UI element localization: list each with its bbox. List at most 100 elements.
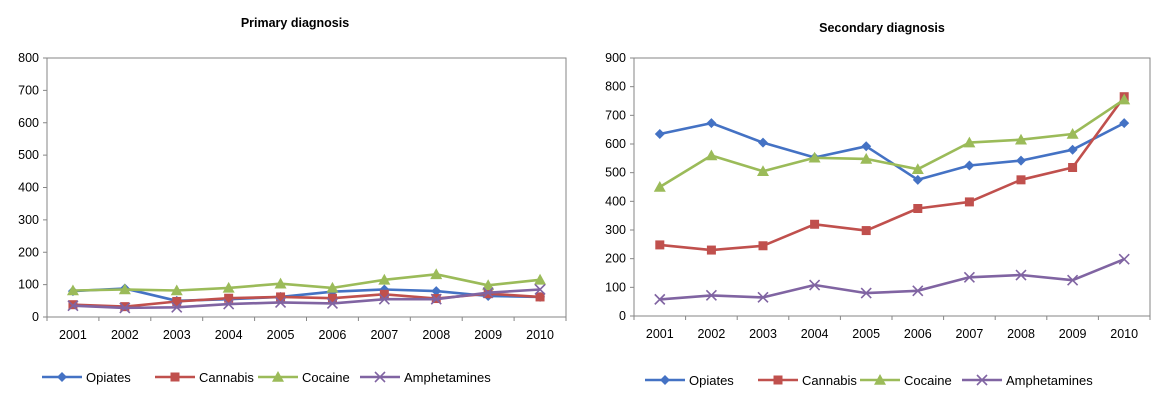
legend-marker xyxy=(874,374,886,385)
series-line xyxy=(72,287,541,303)
legend-marker xyxy=(660,375,670,385)
x-tick-label: 2006 xyxy=(319,328,347,342)
data-point xyxy=(963,271,975,283)
x-tick-label: 2010 xyxy=(1110,327,1138,341)
data-point xyxy=(66,284,79,296)
data-point xyxy=(67,300,79,312)
legend-label: Opiates xyxy=(86,370,131,385)
data-point xyxy=(1118,253,1130,265)
data-point xyxy=(705,289,717,301)
x-tick-label: 2003 xyxy=(749,327,777,341)
data-point xyxy=(912,285,924,297)
data-point xyxy=(706,118,717,129)
x-tick-label: 2001 xyxy=(59,328,87,342)
data-point xyxy=(535,292,545,302)
data-point xyxy=(757,165,769,177)
data-point xyxy=(327,293,337,303)
data-point xyxy=(860,287,872,299)
x-tick-label: 2009 xyxy=(474,328,502,342)
legend-marker xyxy=(773,375,783,385)
y-tick-label: 500 xyxy=(605,166,626,180)
data-point xyxy=(1016,175,1026,185)
x-tick-label: 2009 xyxy=(1059,327,1087,341)
legend-item-opiates: Opiates xyxy=(645,373,734,388)
legend-label: Cocaine xyxy=(904,373,952,388)
legend-item-amphetamines: Amphetamines xyxy=(360,370,491,385)
x-tick-label: 2005 xyxy=(267,328,295,342)
y-tick-label: 900 xyxy=(605,51,626,65)
data-point xyxy=(1067,274,1079,286)
x-tick-label: 2007 xyxy=(955,327,983,341)
data-point xyxy=(431,286,442,297)
data-point xyxy=(223,298,235,310)
x-tick-label: 2002 xyxy=(111,328,139,342)
y-tick-label: 600 xyxy=(605,137,626,151)
y-tick-label: 600 xyxy=(18,116,39,130)
data-point xyxy=(118,283,131,295)
x-tick-label: 2001 xyxy=(646,327,674,341)
plot-area xyxy=(633,57,1151,317)
data-point xyxy=(654,293,666,305)
series-line xyxy=(659,257,1125,301)
y-tick-label: 0 xyxy=(32,310,39,324)
x-tick-label: 2007 xyxy=(370,328,398,342)
x-tick-label: 2002 xyxy=(697,327,725,341)
data-point xyxy=(705,149,718,161)
legend-label: Cannabis xyxy=(802,373,857,388)
data-point xyxy=(170,284,183,296)
data-point xyxy=(1016,155,1026,166)
plot-area xyxy=(46,57,567,318)
legend-item-cannabis: Cannabis xyxy=(758,373,857,388)
data-point xyxy=(274,296,287,308)
series-amphetamines xyxy=(654,253,1130,305)
y-tick-label: 300 xyxy=(18,213,39,227)
data-point xyxy=(379,289,389,299)
data-point xyxy=(172,296,182,306)
legend-label: Amphetamines xyxy=(1006,373,1093,388)
data-point xyxy=(912,174,923,185)
data-point xyxy=(964,197,974,207)
data-point xyxy=(655,240,665,250)
x-tick-label: 2008 xyxy=(422,328,450,342)
legend-marker xyxy=(272,371,284,382)
y-tick-label: 100 xyxy=(18,278,39,292)
data-point xyxy=(274,277,287,289)
series-line xyxy=(659,95,1126,252)
y-tick-label: 0 xyxy=(619,309,626,323)
y-tick-label: 700 xyxy=(18,83,39,97)
y-tick-label: 200 xyxy=(18,245,39,259)
legend-label: Amphetamines xyxy=(404,370,491,385)
data-point xyxy=(808,151,821,163)
data-point xyxy=(326,297,339,309)
data-point xyxy=(1118,93,1131,105)
chart-panel-1: Primary diagnosis 0 100 200 300 400 500 600 700 8… xyxy=(18,16,567,385)
data-point xyxy=(963,136,976,148)
series-line xyxy=(72,272,541,292)
data-point xyxy=(430,268,443,280)
chart-title: Primary diagnosis xyxy=(241,16,349,30)
legend-item-cannabis: Cannabis xyxy=(155,370,254,385)
data-point xyxy=(326,281,339,293)
data-point xyxy=(222,281,235,293)
legend-item-cocaine: Cocaine xyxy=(258,370,350,385)
data-point xyxy=(171,301,183,313)
legend-label: Opiates xyxy=(689,373,734,388)
series-amphetamines xyxy=(67,283,546,314)
series-cocaine xyxy=(66,268,547,296)
chart-panel-2: Secondary diagnosis 0 100 200 300 400 500 600 70… xyxy=(605,21,1151,388)
y-tick-label: 200 xyxy=(605,252,626,266)
y-tick-label: 800 xyxy=(18,51,39,65)
data-point xyxy=(1068,163,1078,173)
legend: Opiates Cannabis Cocaine Amphetamines xyxy=(42,370,491,385)
data-point xyxy=(911,163,924,175)
x-tick-label: 2010 xyxy=(526,328,554,342)
data-point xyxy=(430,293,442,305)
x-tick-label: 2008 xyxy=(1007,327,1035,341)
data-point xyxy=(224,293,234,303)
y-tick-label: 300 xyxy=(605,223,626,237)
y-tick-label: 500 xyxy=(18,148,39,162)
legend-item-cocaine: Cocaine xyxy=(860,373,952,388)
x-tick-label: 2006 xyxy=(904,327,932,341)
y-tick-label: 800 xyxy=(605,80,626,94)
